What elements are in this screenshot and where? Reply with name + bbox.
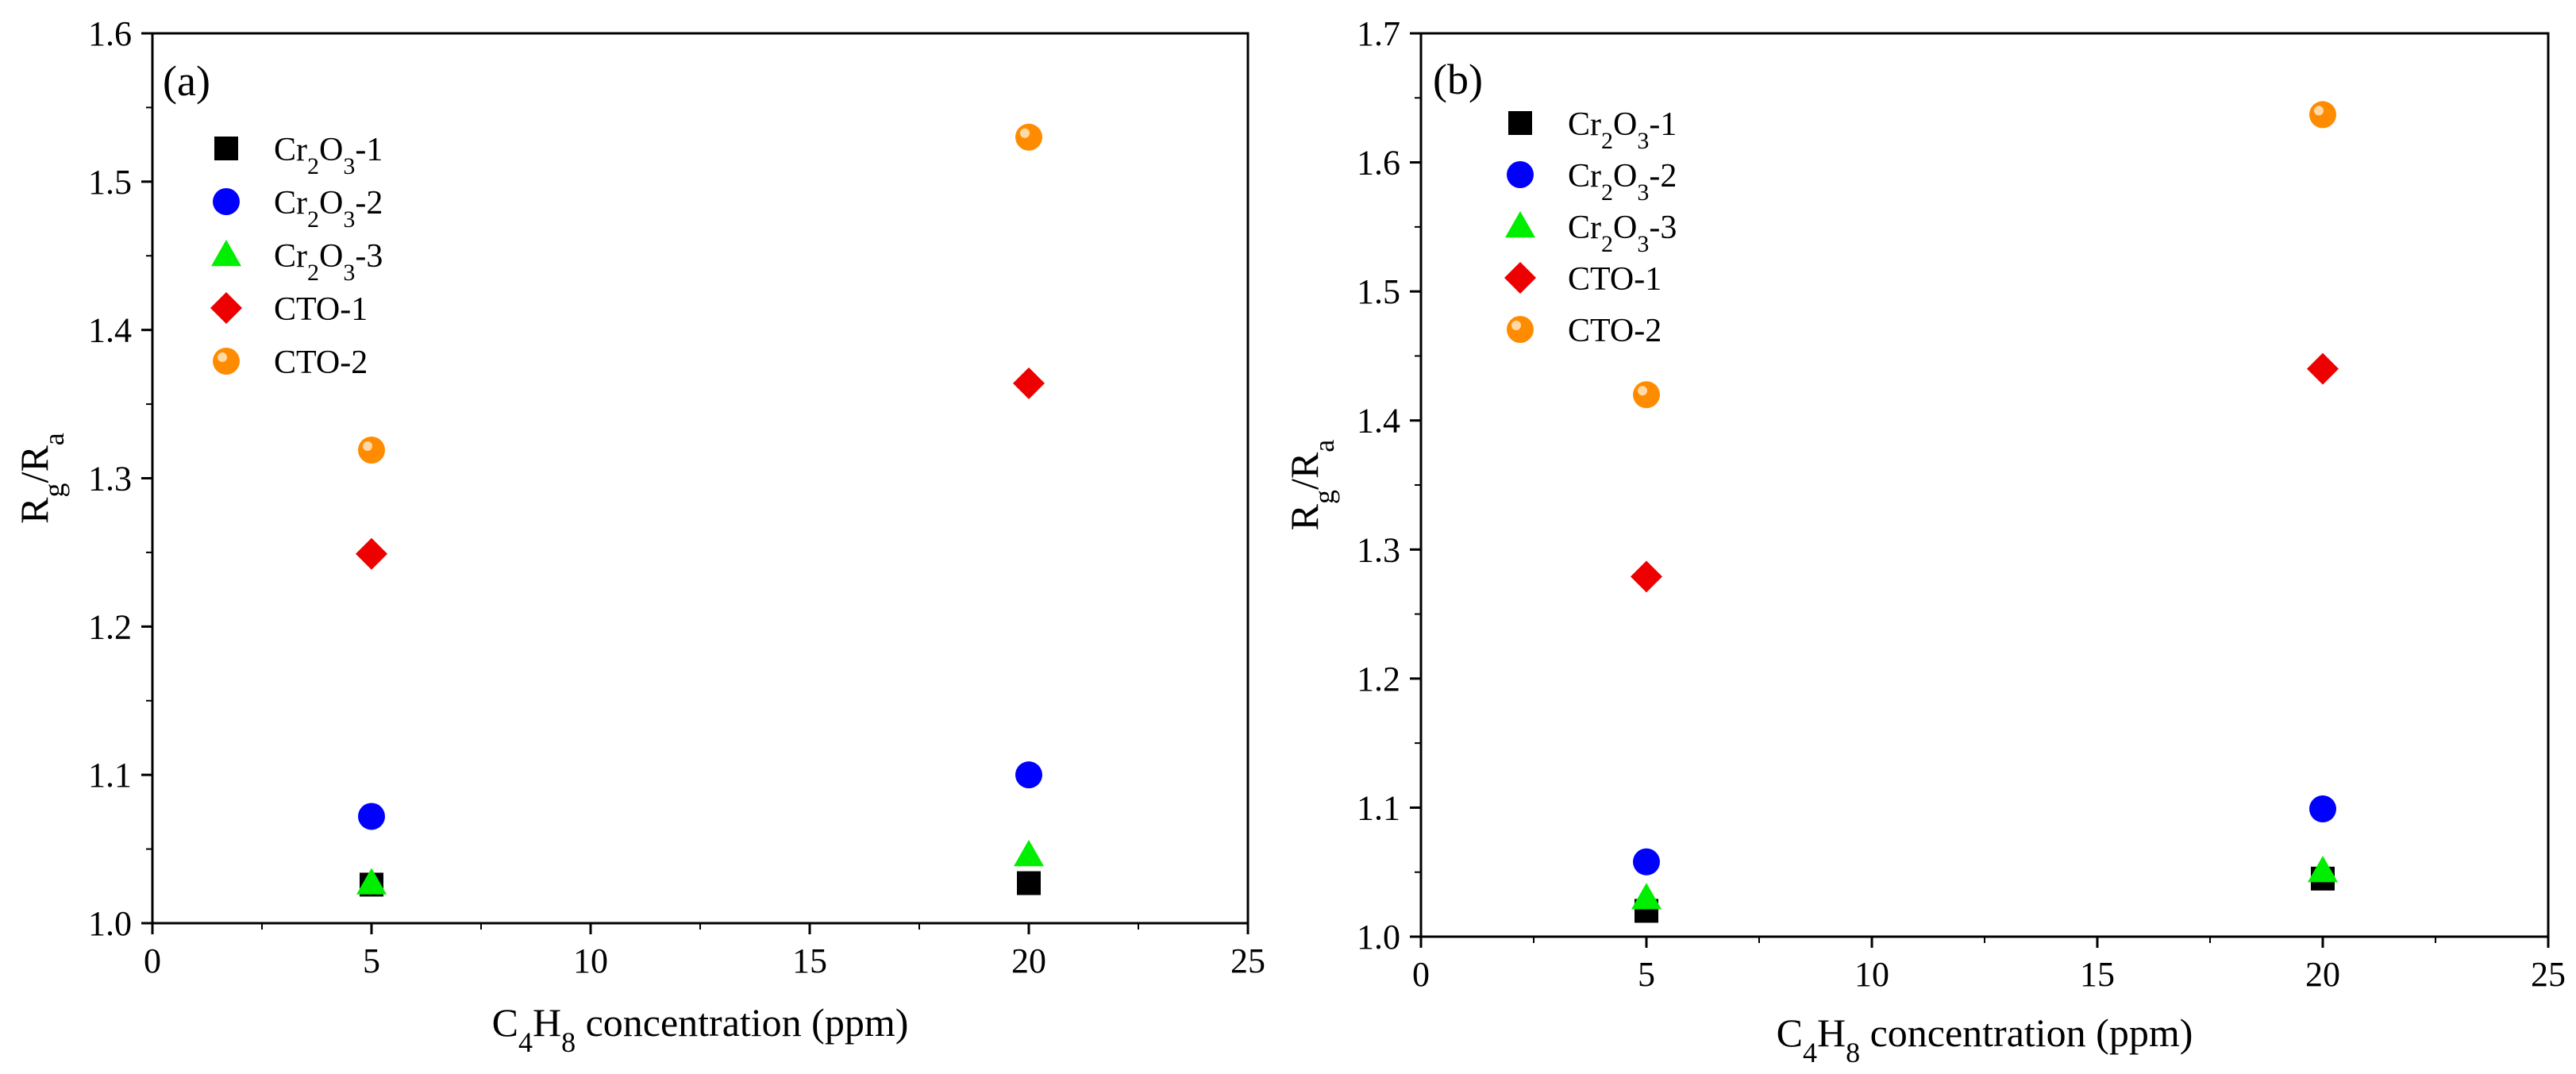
y-tick-label: 1.5 xyxy=(88,163,132,202)
data-point xyxy=(2309,101,2336,129)
y-tick-label: 1.2 xyxy=(88,607,132,646)
legend-marker xyxy=(1507,316,1534,343)
data-point-highlight xyxy=(363,441,372,452)
data-point xyxy=(356,868,387,895)
data-point xyxy=(358,803,385,830)
data-point xyxy=(1631,560,1662,593)
x-tick-label: 15 xyxy=(2080,955,2115,994)
y-axis-label: Rg/Ra xyxy=(12,433,70,524)
legend-marker xyxy=(213,188,240,215)
data-point xyxy=(1633,848,1660,876)
x-tick-label: 25 xyxy=(1230,941,1265,980)
data-point xyxy=(358,437,385,464)
legend-marker xyxy=(1508,111,1532,135)
legend-label: Cr2O3-2 xyxy=(1568,158,1677,206)
legend-label: Cr2O3-3 xyxy=(274,238,383,286)
y-tick-label: 1.0 xyxy=(1357,918,1400,957)
data-point xyxy=(1014,840,1044,867)
panel-label: (b) xyxy=(1433,56,1483,103)
y-tick-label: 1.6 xyxy=(88,14,132,53)
data-point xyxy=(1017,871,1041,895)
legend-label: Cr2O3-3 xyxy=(1568,210,1677,257)
data-point-highlight xyxy=(1020,128,1030,138)
panel-label: (a) xyxy=(163,57,210,105)
x-tick-label: 0 xyxy=(144,941,161,980)
y-tick-label: 1.1 xyxy=(88,756,132,795)
x-axis-label: C4H8 concentration (ppm) xyxy=(492,1000,909,1058)
data-point xyxy=(1015,123,1042,151)
x-tick-label: 10 xyxy=(573,941,608,980)
y-tick-label: 1.0 xyxy=(88,904,132,943)
legend-marker-highlight xyxy=(1511,321,1521,330)
legend-label: CTO-1 xyxy=(1568,261,1662,298)
legend-marker xyxy=(214,137,238,160)
data-point xyxy=(1631,883,1662,910)
x-tick-label: 15 xyxy=(792,941,827,980)
y-tick-label: 1.1 xyxy=(1357,788,1400,827)
legend-label: CTO-1 xyxy=(274,291,368,328)
data-point xyxy=(356,537,387,570)
x-tick-label: 20 xyxy=(2305,955,2340,994)
data-point xyxy=(1015,761,1042,789)
x-tick-label: 25 xyxy=(2531,955,2566,994)
legend-marker xyxy=(1504,262,1536,294)
legend-label: Cr2O3-1 xyxy=(1568,106,1677,154)
legend-label: Cr2O3-1 xyxy=(274,132,383,179)
y-tick-label: 1.2 xyxy=(1357,660,1400,699)
legend-marker xyxy=(1507,161,1534,188)
legend-marker xyxy=(210,292,242,324)
y-tick-label: 1.3 xyxy=(88,460,132,499)
y-tick-label: 1.3 xyxy=(1357,530,1400,569)
y-tick-label: 1.4 xyxy=(1357,402,1400,441)
y-tick-label: 1.7 xyxy=(1357,14,1400,53)
panel-b: 0 5 10 15 20 25 1.0 1.1 1.2 1.3 1.4 1.5 1.6 1.7 C4H8 c… xyxy=(1282,14,2566,1068)
panel-a: 0 5 10 15 20 25 1.0 1.1 1.2 1.3 1.4 1.5 1.6 C4H8 conc… xyxy=(12,14,1265,1058)
legend-marker xyxy=(1505,211,1535,238)
data-point-highlight xyxy=(1638,386,1647,396)
data-point xyxy=(2308,856,2338,883)
data-point xyxy=(1633,381,1660,409)
legend-label: CTO-2 xyxy=(1568,313,1662,349)
legend-label: Cr2O3-2 xyxy=(274,185,383,233)
y-axis-label: Rg/Ra xyxy=(1282,440,1340,531)
y-tick-label: 1.6 xyxy=(1357,144,1400,183)
x-tick-label: 10 xyxy=(1854,955,1889,994)
x-tick-label: 20 xyxy=(1011,941,1046,980)
y-tick-label: 1.4 xyxy=(88,311,132,350)
data-point xyxy=(1013,367,1045,399)
data-point-highlight xyxy=(2314,106,2324,116)
data-point xyxy=(2307,352,2339,385)
legend-label: CTO-2 xyxy=(274,345,368,381)
legend-marker xyxy=(213,348,240,375)
legend-marker-highlight xyxy=(218,352,227,362)
x-tick-label: 5 xyxy=(1638,955,1655,994)
x-tick-label: 0 xyxy=(1412,955,1430,994)
x-axis-label: C4H8 concentration (ppm) xyxy=(1777,1010,2193,1068)
x-tick-label: 5 xyxy=(363,941,380,980)
y-tick-label: 1.5 xyxy=(1357,272,1400,311)
legend-marker xyxy=(211,240,241,267)
data-point xyxy=(2309,795,2336,823)
